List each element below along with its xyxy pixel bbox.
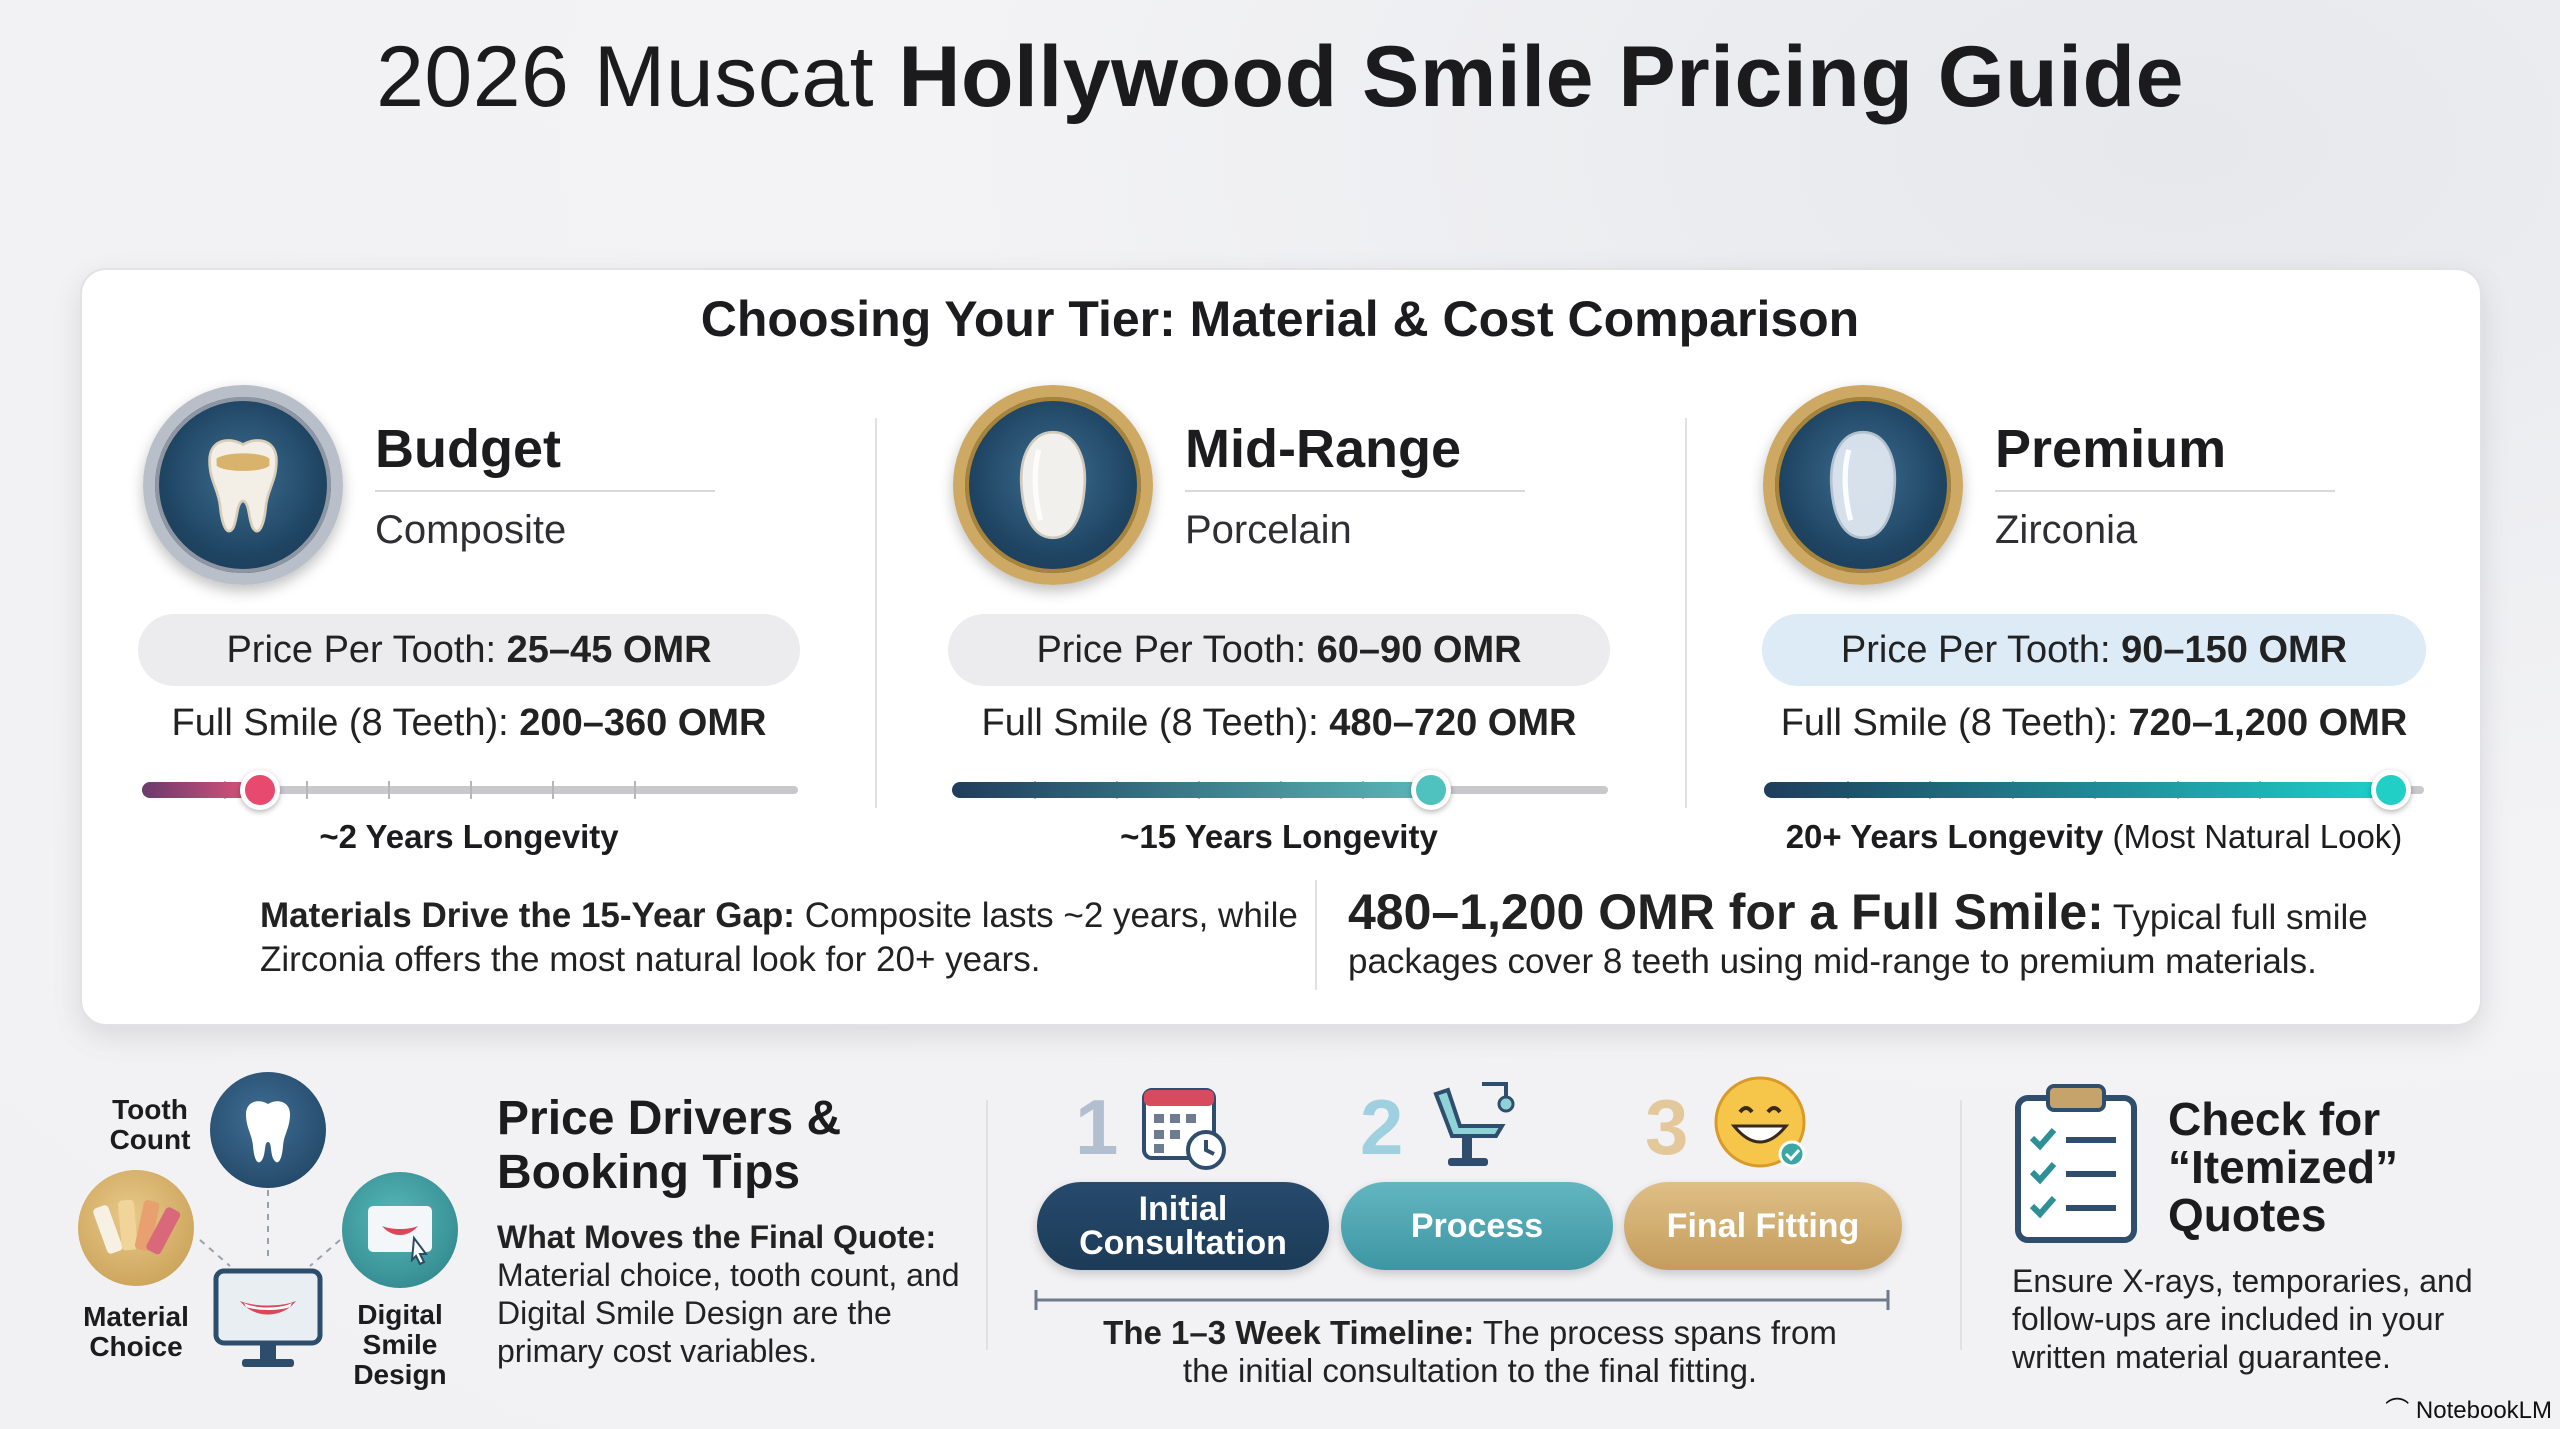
zirconia-veneer-icon — [1763, 385, 1963, 585]
smile-emoji-icon — [1712, 1074, 1812, 1174]
slider-fill — [142, 782, 260, 798]
monitor-smile-icon — [210, 1265, 326, 1375]
slider-knob — [2371, 770, 2411, 810]
slider-tick — [470, 781, 472, 799]
tooth-count-label: Tooth Count — [109, 1094, 191, 1155]
tier-rule — [1995, 490, 2335, 492]
slider-tick — [552, 781, 554, 799]
timeline-note: The 1–3 Week Timeline: The process spans… — [1103, 1314, 1837, 1389]
tier-divider — [1685, 418, 1687, 808]
tooth-icon — [210, 1072, 326, 1188]
digital-smile-design-label: Digital Smile Design — [353, 1299, 447, 1390]
slider-knob — [240, 770, 280, 810]
step-final-fitting: Final Fitting — [1624, 1182, 1902, 1270]
slider-tick — [306, 781, 308, 799]
longevity-label: ~15 Years Longevity — [1120, 818, 1438, 855]
slider-fill — [1764, 782, 2391, 798]
full-smile-price: Full Smile (8 Teeth): 720–1,200 OMR — [1780, 702, 2408, 744]
tier-divider — [875, 418, 877, 808]
tier-rule — [1185, 490, 1525, 492]
timeline-bracket — [1034, 1290, 1890, 1310]
price-per-tooth-pill: Price Per Tooth: 60–90 OMR — [948, 614, 1610, 686]
itemized-quotes-title: Check for “Itemized” Quotes — [2168, 1093, 2399, 1241]
longevity-slider — [952, 768, 1608, 812]
material-choice-label: Material Choice — [83, 1301, 189, 1362]
clipboard-checklist-icon — [2012, 1080, 2142, 1246]
calendar-clock-icon — [1136, 1078, 1232, 1174]
tier-material: Composite — [375, 508, 567, 552]
notebooklm-logo-icon: ⌒ — [2385, 1397, 2416, 1424]
step-number: 3 — [1645, 1083, 1689, 1171]
shade-guide-icon — [78, 1170, 194, 1286]
tier-material: Porcelain — [1185, 508, 1352, 552]
slider-fill — [952, 782, 1431, 798]
full-smile-price: Full Smile (8 Teeth): 200–360 OMR — [171, 702, 767, 744]
price-drivers-title: Price Drivers & Booking Tips — [497, 1092, 842, 1199]
insight-full-smile: 480–1,200 OMR for a Full Smile: Typical … — [1348, 884, 2368, 981]
section-divider — [986, 1100, 988, 1350]
slider-tick — [388, 781, 390, 799]
step-initial-consultation: Initial Consultation — [1037, 1182, 1329, 1270]
tier-material: Zirconia — [1995, 508, 2138, 552]
porcelain-veneer-icon — [953, 385, 1153, 585]
slider-knob — [1411, 770, 1451, 810]
digital-design-icon — [342, 1172, 458, 1288]
longevity-slider — [1764, 768, 2424, 812]
comparison-heading: Choosing Your Tier: Material & Cost Comp… — [700, 291, 1860, 347]
itemized-quotes-body: Ensure X-rays, temporaries, and follow-u… — [2012, 1263, 2473, 1375]
full-smile-price: Full Smile (8 Teeth): 480–720 OMR — [981, 702, 1577, 744]
step-process: Process — [1341, 1182, 1613, 1270]
dental-chair-icon — [1422, 1074, 1526, 1174]
insight-divider — [1315, 880, 1317, 990]
longevity-label: ~2 Years Longevity — [319, 818, 619, 855]
tier-rule — [375, 490, 715, 492]
tier-name: Mid-Range — [1185, 419, 1461, 479]
slider-tick — [634, 781, 636, 799]
page-title: 2026 Muscat Hollywood Smile Pricing Guid… — [376, 29, 2184, 125]
price-per-tooth-pill: Price Per Tooth: 90–150 OMR — [1762, 614, 2426, 686]
connector-lines — [199, 1190, 341, 1267]
brand-watermark: ⌒ NotebookLM — [2385, 1397, 2552, 1424]
price-drivers-body: What Moves the Final Quote: Material choi… — [497, 1219, 960, 1369]
price-per-tooth-pill: Price Per Tooth: 25–45 OMR — [138, 614, 800, 686]
tier-name: Premium — [1995, 419, 2227, 479]
molar-tooth-icon — [143, 385, 343, 585]
longevity-label: 20+ Years Longevity (Most Natural Look) — [1785, 818, 2403, 855]
step-number: 2 — [1360, 1083, 1404, 1171]
insight-materials: Materials Drive the 15-Year Gap: Composi… — [260, 896, 1298, 979]
longevity-slider — [142, 768, 798, 812]
tier-name: Budget — [375, 419, 561, 479]
step-number: 1 — [1075, 1083, 1119, 1171]
section-divider — [1960, 1100, 1962, 1350]
